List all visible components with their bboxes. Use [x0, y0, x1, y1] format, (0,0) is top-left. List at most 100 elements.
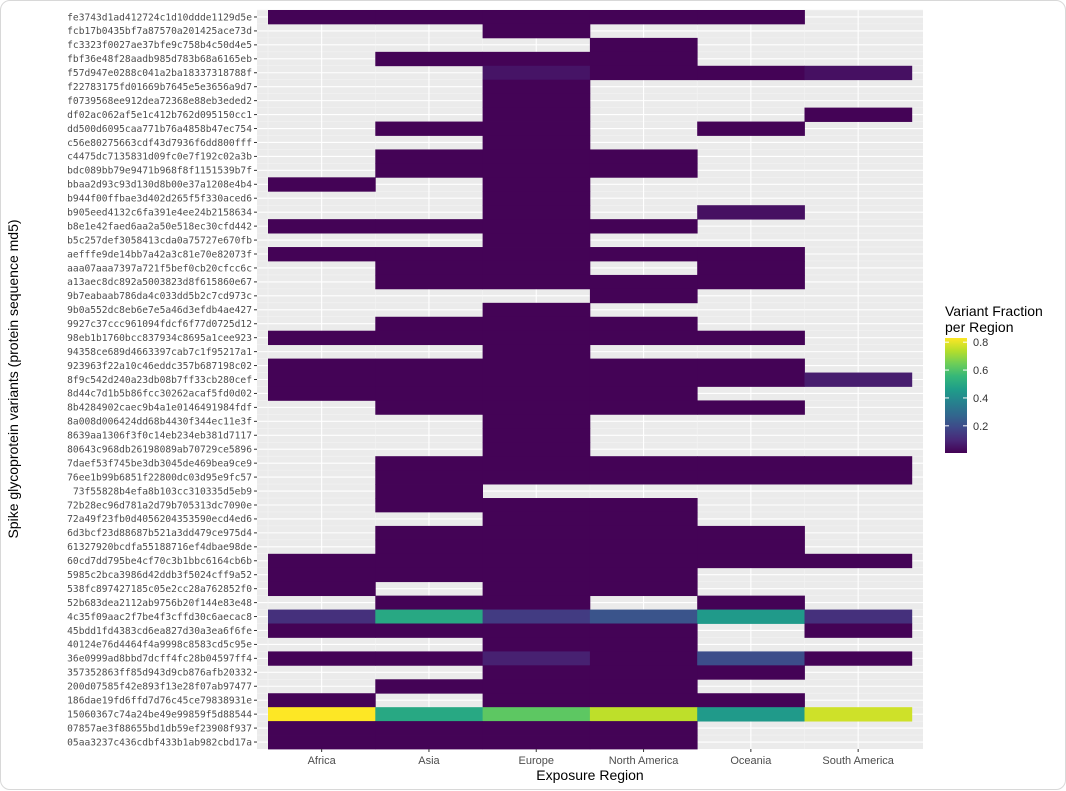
heatmap-cell	[804, 651, 913, 666]
heatmap-cell	[375, 595, 483, 610]
legend-title-line1: Variant Fraction	[945, 303, 1043, 319]
heatmap-cell	[697, 260, 805, 276]
y-tick-label: 200d07585f42e893f13e28f07ab97477	[67, 682, 252, 693]
heatmap-cell	[589, 498, 698, 513]
heatmap-cell	[268, 651, 376, 666]
y-tick-label: bdc089bb79e9471b968f8f1151539b7f	[67, 166, 252, 177]
heatmap-cell	[589, 707, 698, 722]
y-tick-label: 9927c37ccc961094fdcf6f77d0725d12	[67, 319, 252, 330]
y-tick-label: 76ee1b99b6851f22800dc03d95e9fc57	[67, 472, 252, 483]
y-tick-label: b5c257def3058413cda0a75727e670fb	[67, 235, 252, 246]
y-tick-label: 45bdd1fd4383cd6ea827d30a3ea6f6fe	[67, 626, 252, 637]
x-tick-label: North America	[609, 755, 680, 767]
heatmap-cell	[268, 581, 376, 597]
heatmap-cell	[375, 679, 483, 694]
heatmap-cell	[268, 358, 376, 373]
heatmap-cell	[589, 372, 698, 387]
y-tick-label: a13aec8dc892a5003823d8f615860e67	[67, 277, 252, 288]
heatmap-cell	[482, 219, 591, 234]
x-tick-labels: Africa Asia Europe North America Oceania Sout…	[308, 749, 895, 767]
heatmap-cell	[482, 191, 591, 206]
heatmap-cell	[589, 219, 698, 234]
y-tick-label: b944f00ffbae3d402d265f5f330aced6	[67, 194, 252, 205]
y-tick-label: fc3323f0027ae37bfe9c758b4c50d4e5	[67, 40, 252, 51]
heatmap-cell	[268, 386, 376, 401]
y-tick-label: 6d3bcf23d88687b521a3dd479ce975d4	[67, 528, 252, 539]
heatmap-cell	[589, 65, 698, 81]
heatmap-cell	[482, 247, 591, 262]
heatmap-cell	[482, 595, 591, 610]
x-axis-title: Exposure Region	[536, 767, 643, 783]
heatmap-cell	[589, 721, 698, 736]
y-tick-label: f57d947e0288c041a2ba18337318788f	[67, 68, 252, 79]
heatmap-cell	[375, 721, 483, 736]
heatmap-cell	[589, 665, 698, 680]
y-tick-label: 4c35f09aac2f7be4f3cffd30c6aecac8	[67, 612, 252, 623]
heatmap-cell	[482, 665, 591, 680]
y-tick-label: 72a49f23fb0d4056204353590ecd4ed6	[67, 514, 252, 525]
heatmap-cell	[697, 525, 805, 541]
heatmap-cell	[375, 470, 483, 485]
heatmap-cell	[589, 735, 698, 750]
y-tick-label: 8f9c542d240a23db08b7ff33cb280cef	[67, 375, 252, 386]
heatmap-cell	[482, 735, 591, 750]
x-tick-label: Asia	[418, 755, 440, 767]
heatmap-cell	[697, 65, 805, 81]
heatmap-cell	[482, 163, 591, 178]
heatmap-cell	[268, 219, 376, 234]
y-tick-label: b905eed4132c6fa391e4ee24b2158634	[67, 207, 252, 218]
heatmap-cell	[589, 37, 698, 53]
legend-tick-label: 0.2	[973, 421, 988, 433]
heatmap-cell	[697, 274, 805, 290]
heatmap-cell	[482, 79, 591, 95]
x-tick-label: Oceania	[730, 755, 772, 767]
heatmap-cell	[375, 498, 483, 513]
heatmap-cell	[589, 330, 698, 346]
y-tick-label: 36e0999ad8bbd7dcff4fc28b04597ff4	[67, 654, 252, 665]
y-tick-label: 357352863ff85d943d9cb876afb20332	[67, 668, 252, 679]
heatmap-cell	[589, 470, 698, 485]
heatmap-cell	[482, 51, 591, 67]
heatmap-cell	[482, 539, 591, 555]
y-tick-label: 8639aa1306f3f0c14eb234eb381d7117	[67, 431, 252, 442]
heatmap-cell	[697, 665, 805, 680]
y-tick-label: 9b7eabaab786da4c033dd5b2c7cd973c	[67, 291, 252, 302]
heatmap-cell	[589, 10, 698, 25]
y-tick-label: 9b0a552dc8eb6e7e5a46d3efdb4ae427	[67, 305, 252, 316]
heatmap-cell	[268, 177, 376, 192]
y-tick-label: b8e1e42faed6aa2a50e518ec30cfd442	[67, 221, 252, 232]
heatmap-cell	[804, 553, 913, 569]
y-tick-label: 61327920bcdfa55188716ef4dbae98de	[67, 542, 252, 553]
y-tick-label: f22783175fd01669b7645e5e3656a9d7	[67, 82, 252, 93]
legend-title-line2: per Region	[945, 319, 1014, 335]
colorbar	[945, 338, 967, 453]
heatmap-cell	[482, 693, 591, 708]
heatmap-cell	[482, 386, 591, 401]
heatmap-cell	[804, 372, 913, 387]
heatmap-cell	[375, 386, 483, 401]
heatmap-cell	[268, 693, 376, 708]
heatmap-cell	[375, 163, 483, 178]
heatmap-cell	[589, 288, 698, 304]
heatmap-cell	[697, 470, 805, 485]
y-tick-label: fbf36e48f28aadb985d783b68a6165eb	[67, 54, 252, 65]
heatmap-cell	[375, 623, 483, 638]
heatmap-cell	[375, 149, 483, 164]
heatmap-cell	[482, 470, 591, 485]
heatmap-cell	[589, 679, 698, 694]
y-tick-label: 94358ce689d4663397cab7c1f95217a1	[67, 347, 252, 358]
heatmap-cell	[589, 247, 698, 262]
heatmap-cell	[375, 330, 483, 346]
heatmap-cell	[482, 498, 591, 513]
heatmap-cell	[375, 484, 483, 499]
heatmap-cell	[589, 553, 698, 569]
y-tick-label: aefffe9de14bb7a42a3c81e70e82073f	[67, 249, 252, 260]
y-tick-label: fcb17b0435bf7a87570a201425ace73d	[67, 26, 252, 37]
heatmap-cell	[375, 539, 483, 555]
y-tick-label: 5985c2bca3986d42ddb3f5024cff9a52	[67, 570, 252, 581]
heatmap-cell	[697, 553, 805, 569]
y-tick-label: 8d44c7d1b5b86fcc30262acaf5fd0d02	[67, 389, 252, 400]
heatmap-cell	[697, 651, 805, 666]
